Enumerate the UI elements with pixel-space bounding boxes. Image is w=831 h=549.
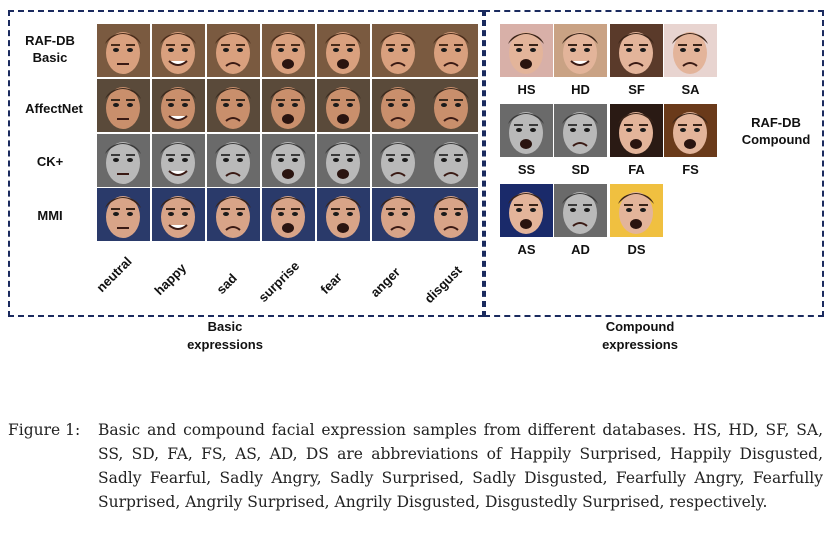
face-anger-row4 (372, 188, 425, 241)
face-neutral-row4 (97, 188, 150, 241)
face-sad-row1 (207, 24, 260, 77)
compound-face-ss (500, 104, 553, 157)
face-fear-row1 (317, 24, 370, 77)
row-label-ckplus: CK+ (14, 153, 86, 170)
compound-face-sd (554, 104, 607, 157)
compound-face-ad (554, 184, 607, 237)
row-label-text: CK+ (36, 154, 64, 169)
compound-label-sd: SD (571, 162, 590, 177)
compound-label-hs: HS (517, 82, 536, 97)
face-anger-row1 (372, 24, 425, 77)
compound-face-ds (610, 184, 663, 237)
compound-label-ss: SS (517, 162, 536, 177)
face-surprise-row4 (262, 188, 315, 241)
row-label-text: MMI (37, 208, 63, 223)
compound-face-as (500, 184, 553, 237)
row-label-text: AffectNet (25, 101, 83, 116)
compound-title: RAF-DB Compound (726, 114, 826, 148)
compound-label-ad: AD (571, 242, 590, 257)
face-neutral-row2 (97, 79, 150, 132)
compound-label-sf: SF (628, 82, 645, 97)
compound-face-fs (664, 104, 717, 157)
face-anger-row2 (372, 79, 425, 132)
basic-expressions-panel (8, 10, 484, 317)
compound-label-fa: FA (628, 162, 645, 177)
figure-caption: Figure 1: Basic and compound facial expr… (8, 418, 823, 514)
face-disgust-row2 (425, 79, 478, 132)
compound-label-fs: FS (682, 162, 699, 177)
face-happy-row1 (152, 24, 205, 77)
compound-expressions-caption: Compound expressions (580, 318, 700, 354)
compound-expressions-panel (484, 10, 824, 317)
figure-number: Figure 1: (8, 421, 81, 439)
basic-expressions-caption: Basic expressions (170, 318, 280, 354)
face-neutral-row3 (97, 134, 150, 187)
row-label-mmi: MMI (14, 207, 86, 224)
row-label-text: RAF-DB Basic (25, 33, 75, 65)
face-happy-row3 (152, 134, 205, 187)
face-happy-row2 (152, 79, 205, 132)
face-disgust-row3 (425, 134, 478, 187)
face-neutral-row1 (97, 24, 150, 77)
compound-label-ds: DS (627, 242, 646, 257)
face-disgust-row4 (425, 188, 478, 241)
row-label-rafdb-basic: RAF-DB Basic (14, 32, 86, 66)
face-sad-row2 (207, 79, 260, 132)
compound-label-sa: SA (681, 82, 700, 97)
compound-face-hs (500, 24, 553, 77)
face-happy-row4 (152, 188, 205, 241)
basic-caption-text: Basic expressions (187, 319, 263, 352)
compound-label-hd: HD (571, 82, 590, 97)
face-sad-row3 (207, 134, 260, 187)
face-sad-row4 (207, 188, 260, 241)
face-fear-row4 (317, 188, 370, 241)
compound-label-as: AS (517, 242, 536, 257)
compound-caption-text: Compound expressions (602, 319, 678, 352)
face-fear-row2 (317, 79, 370, 132)
face-disgust-row1 (425, 24, 478, 77)
face-surprise-row3 (262, 134, 315, 187)
compound-face-fa (610, 104, 663, 157)
face-fear-row3 (317, 134, 370, 187)
compound-face-hd (554, 24, 607, 77)
compound-title-text: RAF-DB Compound (741, 115, 811, 147)
face-surprise-row2 (262, 79, 315, 132)
figure-caption-text: Basic and compound facial expression sam… (98, 421, 823, 511)
compound-face-sa (664, 24, 717, 77)
row-label-affectnet: AffectNet (14, 100, 94, 117)
compound-face-sf (610, 24, 663, 77)
face-anger-row3 (372, 134, 425, 187)
face-surprise-row1 (262, 24, 315, 77)
